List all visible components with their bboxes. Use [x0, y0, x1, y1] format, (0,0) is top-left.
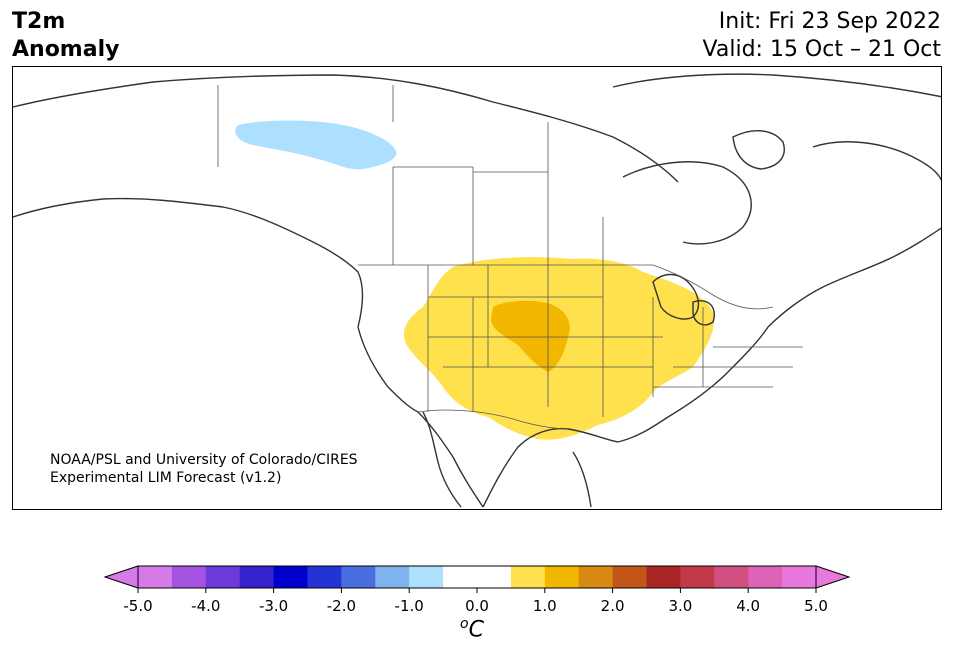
map-title: T2m Anomaly: [12, 8, 119, 64]
coastlines: [13, 73, 941, 508]
colorbar-cell: [578, 566, 614, 588]
political-borders: [217, 85, 803, 430]
title-line-1: T2m: [12, 9, 66, 34]
colorbar-cell: [205, 566, 241, 588]
colorbar-cell: [477, 566, 512, 588]
colorbar-tick-label: -4.0: [191, 597, 221, 615]
credit-line-2: Experimental LIM Forecast (v1.2): [50, 470, 282, 486]
colorbar-cell: [714, 566, 749, 588]
colorbar-tick-label: -5.0: [123, 597, 153, 615]
colorbar-tick-label: -1.0: [394, 597, 424, 615]
colorbar-over-arrow: [815, 565, 851, 589]
colorbar-tick-label: 0.0: [465, 597, 489, 615]
colorbar-tick-label: 1.0: [532, 597, 557, 615]
colorbar-cell: [782, 566, 817, 588]
cool-anomaly-region: [235, 120, 397, 170]
date-info: Init: Fri 23 Sep 2022 Valid: 15 Oct – 21…: [703, 8, 941, 64]
colorbar-cells: [138, 566, 817, 588]
colorbar-cell: [510, 566, 546, 588]
colorbar-cell: [375, 566, 410, 588]
colorbar-tick-label: 5.0: [804, 597, 828, 615]
unit-letter: C: [468, 617, 484, 643]
degree-symbol: o: [460, 616, 469, 632]
colorbar-cell: [273, 566, 308, 588]
anomaly-map: NOAA/PSL and University of Colorado/CIRE…: [12, 66, 942, 510]
strong-warm-anomaly-region: [491, 300, 570, 372]
valid-range: Valid: 15 Oct – 21 Oct: [702, 37, 941, 62]
colorbar-ticks: [137, 588, 817, 593]
map-canvas: [13, 73, 941, 508]
colorbar-under-arrow: [103, 565, 139, 589]
colorbar-unit: oC: [460, 616, 484, 642]
colorbar-tick-label: 4.0: [736, 597, 761, 615]
colorbar-cell: [138, 566, 173, 588]
credit-text: NOAA/PSL and University of Colorado/CIRE…: [50, 451, 358, 487]
colorbar-cell: [443, 566, 478, 588]
colorbar-cell: [544, 566, 580, 588]
colorbar-tick-label: 2.0: [600, 597, 625, 615]
colorbar-cell: [239, 566, 275, 588]
colorbar-cell: [680, 566, 715, 588]
credit-line-1: NOAA/PSL and University of Colorado/CIRE…: [50, 452, 358, 468]
colorbar-cell: [646, 566, 681, 588]
init-date: Init: Fri 23 Sep 2022: [718, 9, 941, 34]
colorbar-tick-label: -3.0: [258, 597, 289, 615]
colorbar-tick-label: 3.0: [668, 597, 693, 615]
colorbar-tick-label: -2.0: [326, 597, 357, 615]
colorbar-cell: [612, 566, 647, 588]
colorbar-cell: [171, 566, 207, 588]
colorbar-cell: [341, 566, 376, 588]
title-line-2: Anomaly: [12, 37, 120, 62]
colorbar-cell: [307, 566, 342, 588]
colorbar-cell: [748, 566, 783, 588]
colorbar-cell: [409, 566, 444, 588]
